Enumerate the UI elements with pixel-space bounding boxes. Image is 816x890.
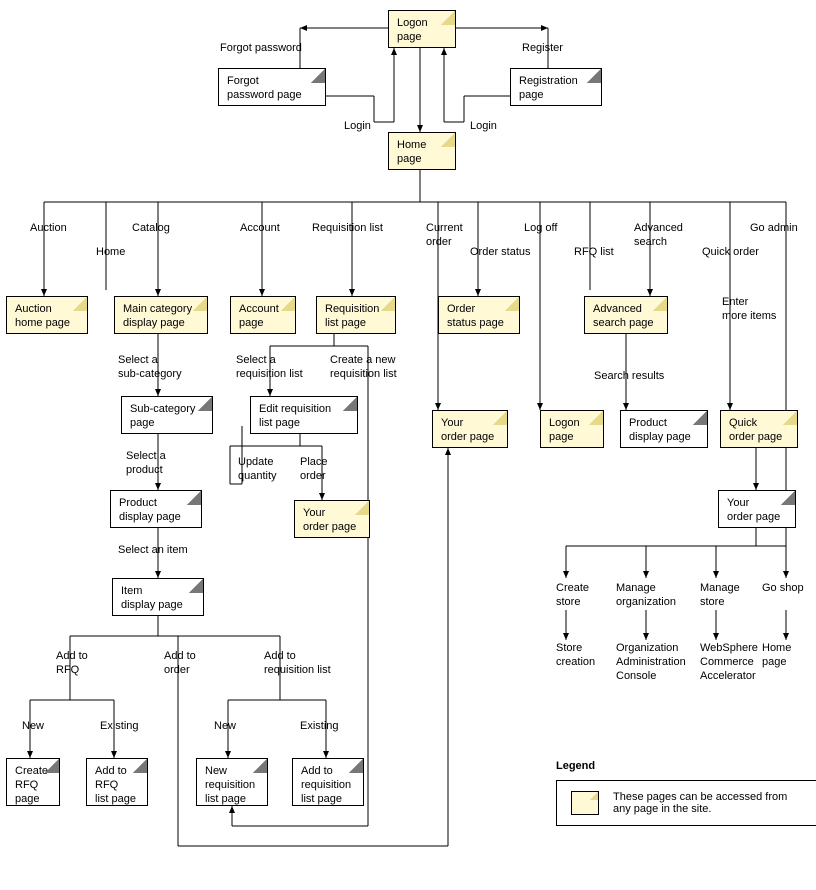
edge-label: Select an item — [118, 544, 188, 558]
node-advsearch: Advancedsearch page — [584, 296, 668, 334]
edge-label: Forgot password — [220, 42, 302, 56]
flowchart-stage: Logonpage Forgotpassword page Registration… — [0, 0, 816, 890]
edge-label: Register — [522, 42, 563, 56]
edge-label: Quick order — [702, 246, 759, 260]
edge-label: Storecreation — [556, 642, 595, 670]
edge-label: Entermore items — [722, 296, 776, 324]
node-home: Homepage — [388, 132, 456, 170]
legend-swatch — [571, 791, 599, 815]
edge-label: Existing — [300, 720, 339, 734]
edge-label: Existing — [100, 720, 139, 734]
edge-label: Managestore — [700, 582, 740, 610]
node-newreq: Newrequisitionlist page — [196, 758, 268, 806]
edge-label: Add toorder — [164, 650, 196, 678]
node-reg: Registrationpage — [510, 68, 602, 106]
edge-label: Search results — [594, 370, 664, 384]
node-auction: Auctionhome page — [6, 296, 88, 334]
edge-label: Select asub-category — [118, 354, 182, 382]
edge-label: Updatequantity — [238, 456, 277, 484]
node-addreq: Add torequisitionlist page — [292, 758, 364, 806]
node-maincat: Main categorydisplay page — [114, 296, 208, 334]
node-orderstatus: Orderstatus page — [438, 296, 520, 334]
edge-label: Add toRFQ — [56, 650, 88, 678]
edge-label: Create a newrequisition list — [330, 354, 397, 382]
edge-label: Catalog — [132, 222, 170, 236]
edge-label: Requisition list — [312, 222, 383, 236]
node-logon: Logonpage — [388, 10, 456, 48]
node-proddisp: Productdisplay page — [110, 490, 202, 528]
edge-label: Currentorder — [426, 222, 463, 250]
edge-label: Advancedsearch — [634, 222, 683, 250]
edge-label: Login — [344, 120, 371, 134]
edge-label: Home — [96, 246, 125, 260]
node-yourorder2: Yourorder page — [294, 500, 370, 538]
node-createrfq: CreateRFQpage — [6, 758, 60, 806]
node-subcat: Sub-categorypage — [121, 396, 213, 434]
edge-label: WebSphereCommerceAccelerator — [700, 642, 758, 683]
node-forgotpw: Forgotpassword page — [218, 68, 326, 106]
edge-label: Login — [470, 120, 497, 134]
edge-label: Select arequisition list — [236, 354, 303, 382]
node-editreq: Edit requisitionlist page — [250, 396, 358, 434]
node-reqlist: Requisitionlist page — [316, 296, 396, 334]
edge-label: Createstore — [556, 582, 589, 610]
node-addrfq: Add toRFQlist page — [86, 758, 148, 806]
edge-label: Go shop — [762, 582, 804, 596]
edge-label: Homepage — [762, 642, 791, 670]
node-yourorder1: Yourorder page — [432, 410, 508, 448]
edge-label: Manageorganization — [616, 582, 676, 610]
edge-label: OrganizationAdministrationConsole — [616, 642, 686, 683]
legend-title: Legend — [556, 760, 595, 774]
edge-label: Add torequisition list — [264, 650, 331, 678]
legend-text: These pages can be accessed fromany page… — [613, 791, 787, 815]
edge-label: Select aproduct — [126, 450, 166, 478]
edge-label: New — [22, 720, 44, 734]
edge-label: New — [214, 720, 236, 734]
node-proddisp2: Productdisplay page — [620, 410, 708, 448]
node-quickorder: Quickorder page — [720, 410, 798, 448]
edge-label: Log off — [524, 222, 557, 236]
node-logon2: Logonpage — [540, 410, 604, 448]
node-yourorder3: Yourorder page — [718, 490, 796, 528]
legend-box: These pages can be accessed fromany page… — [556, 780, 816, 826]
node-itemdisp: Itemdisplay page — [112, 578, 204, 616]
edge-label: Placeorder — [300, 456, 328, 484]
edge-label: Auction — [30, 222, 67, 236]
edge-label: Order status — [470, 246, 531, 260]
node-account: Accountpage — [230, 296, 296, 334]
edge-label: RFQ list — [574, 246, 614, 260]
edge-label: Account — [240, 222, 280, 236]
edge-label: Go admin — [750, 222, 798, 236]
